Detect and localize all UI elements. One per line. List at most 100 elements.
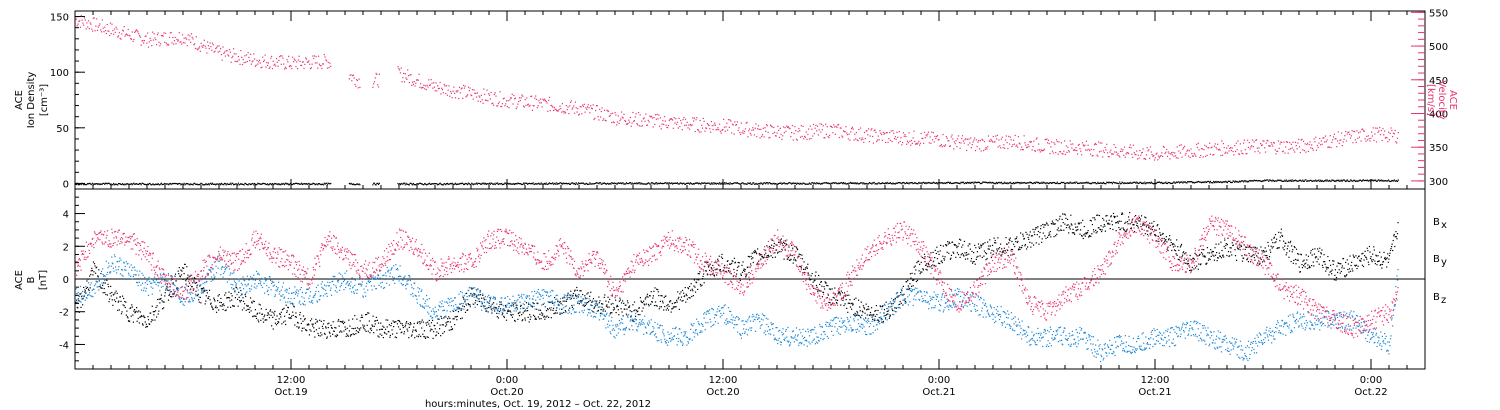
top-series-0-point	[1214, 143, 1216, 145]
top-series-1-point	[276, 183, 278, 185]
top-series-1-point	[548, 183, 550, 185]
bfield-tick-label-4: 4	[63, 210, 69, 221]
top-series-0-point	[1164, 152, 1166, 155]
top-series-1-point	[1154, 182, 1156, 185]
top-series-0-point	[443, 83, 445, 86]
top-series-0-point	[835, 125, 837, 127]
bx-point	[109, 292, 111, 295]
top-series-1-point	[680, 182, 682, 184]
top-series-0-point	[1366, 135, 1368, 138]
top-series-1-point	[569, 183, 572, 185]
top-series-0-point	[764, 127, 766, 129]
top-series-0-point	[770, 125, 772, 127]
top-series-0-point	[1355, 141, 1357, 144]
bx-point	[613, 306, 615, 309]
bx-point	[559, 301, 562, 303]
bx-point	[513, 302, 515, 304]
top-series-1-point	[1346, 179, 1348, 181]
bx-point	[856, 310, 858, 313]
top-series-1-point	[616, 183, 619, 185]
top-series-1-point	[903, 182, 905, 184]
top-series-1-point	[1137, 182, 1139, 185]
top-series-0-point	[683, 116, 685, 119]
bx-point	[150, 312, 152, 314]
bx-point	[566, 298, 568, 301]
top-series-1-point	[224, 183, 227, 185]
top-series-1-point	[633, 183, 635, 185]
top-series-0-point	[1107, 155, 1109, 158]
top-series-1-point	[1031, 182, 1033, 184]
top-series-1-point	[205, 183, 207, 185]
bx-point	[603, 296, 605, 298]
bx-point	[734, 261, 737, 263]
top-series-1-point	[955, 182, 957, 184]
top-series-0-point	[900, 137, 902, 139]
top-series-1-point	[732, 182, 734, 185]
top-series-0-point	[747, 136, 749, 138]
top-series-0-point	[1257, 150, 1259, 152]
top-series-1-point	[1121, 181, 1123, 183]
bx-point	[302, 315, 305, 317]
bx-point	[480, 305, 482, 307]
bx-point	[504, 309, 506, 312]
top-series-1-point	[287, 182, 289, 185]
top-series-0-point	[1330, 146, 1332, 149]
top-series-0-point	[910, 139, 913, 142]
top-series-1-point	[822, 182, 824, 184]
top-series-0-point	[310, 67, 312, 69]
top-series-0-point	[792, 139, 794, 141]
top-series-0-point	[736, 121, 738, 123]
top-series-1-point	[254, 183, 256, 185]
bx-point	[556, 307, 558, 309]
bx-point	[317, 332, 319, 335]
top-series-1-point	[1119, 183, 1122, 185]
bx-point	[224, 294, 226, 296]
top-series-1-point	[180, 184, 182, 186]
top-series-1-point	[1001, 183, 1003, 185]
bx-point	[268, 314, 270, 316]
bx-point	[252, 315, 254, 318]
top-series-0-point	[517, 103, 519, 105]
top-series-0-point	[292, 61, 295, 63]
top-series-0-point	[1345, 130, 1347, 133]
top-series-1-point	[377, 182, 379, 184]
top-series-0-point	[574, 101, 576, 103]
top-series-0-point	[147, 32, 149, 34]
top-series-1-point	[629, 182, 631, 184]
top-series-1-point	[113, 184, 116, 186]
top-series-0-point	[1067, 146, 1069, 148]
top-series-1-point	[1366, 180, 1368, 182]
bx-point	[628, 306, 630, 309]
top-series-0-point	[477, 100, 479, 102]
top-series-1-point	[588, 183, 590, 185]
top-series-0-point	[816, 125, 819, 127]
top-series-0-point	[306, 61, 308, 63]
velocity-tick-label-1: 350	[1429, 143, 1448, 154]
bx-point	[465, 303, 467, 305]
top-series-1-point	[1256, 180, 1258, 182]
top-series-1-point	[752, 182, 754, 184]
top-series-1-point	[1387, 180, 1389, 182]
top-series-0-point	[791, 124, 794, 127]
bx-point	[747, 255, 750, 258]
top-series-1-point	[1353, 179, 1355, 181]
bx-point	[657, 291, 659, 293]
bx-point	[606, 306, 609, 308]
top-series-1-point	[1028, 182, 1030, 184]
top-series-0-point	[891, 140, 893, 143]
bx-point	[374, 323, 376, 325]
top-series-0-point	[841, 135, 843, 137]
bx-point	[161, 300, 163, 302]
top-series-1-point	[627, 182, 629, 185]
top-series-1-point	[1375, 180, 1378, 182]
top-series-0-point	[1112, 153, 1114, 155]
top-series-0-point	[1004, 147, 1006, 149]
top-series-1-point	[818, 182, 820, 184]
top-series-0-point	[1268, 145, 1271, 147]
top-series-0-point	[505, 103, 507, 105]
top-series-0-point	[1300, 139, 1302, 141]
bx-point	[396, 332, 398, 334]
top-series-1-point	[220, 182, 222, 184]
top-series-0-point	[97, 26, 99, 28]
bx-point	[845, 298, 847, 301]
